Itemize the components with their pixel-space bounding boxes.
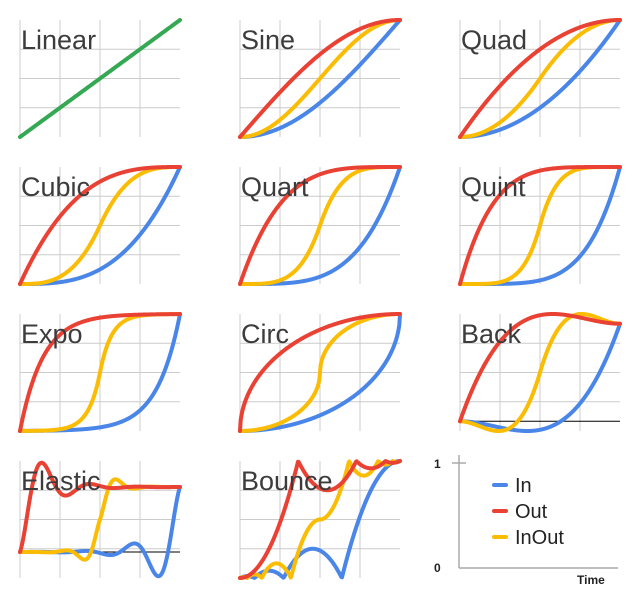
- series-line-inout: [458, 311, 622, 434]
- series-line-in: [238, 18, 402, 139]
- panel-sine: Sine: [238, 18, 402, 139]
- grid: [459, 314, 620, 431]
- panel-title: Cubic: [21, 172, 90, 202]
- panel-quad: Quad: [458, 18, 622, 139]
- series-line-inout: [238, 18, 402, 139]
- panel-linear: Linear: [18, 18, 182, 139]
- panel-title: Elastic: [21, 466, 101, 496]
- panel-bounce: Bounce: [238, 459, 402, 580]
- panel-title: Back: [461, 319, 522, 349]
- legend-label-inout: InOut: [515, 527, 564, 549]
- panel-title: Bounce: [241, 466, 333, 496]
- y-tick-label: 1: [434, 457, 441, 471]
- series-line-linear: [18, 18, 182, 139]
- series-line-out: [238, 165, 402, 286]
- panel-title: Linear: [21, 25, 96, 55]
- panel-title: Circ: [241, 319, 289, 349]
- panel-expo: Expo: [18, 312, 182, 433]
- series-line-out: [18, 460, 182, 554]
- panel-quint: Quint: [458, 165, 622, 286]
- panel-cubic: Cubic: [18, 165, 182, 286]
- panel-title: Quad: [461, 25, 527, 55]
- series-line-out: [458, 165, 622, 286]
- panel-back: Back: [458, 311, 622, 434]
- series-line-out: [458, 312, 622, 424]
- series-line-out: [18, 165, 182, 286]
- series-line-out: [458, 18, 622, 139]
- legend-label-out: Out: [515, 501, 548, 523]
- panel-quart: Quart: [238, 165, 402, 286]
- legend-label-in: In: [515, 475, 532, 497]
- y-tick-label: 0: [434, 561, 441, 575]
- series-line-in: [458, 321, 622, 433]
- series-line-out: [238, 312, 402, 433]
- series-line-out: [238, 459, 402, 580]
- series-line-inout: [458, 18, 622, 139]
- x-axis-label: Time: [577, 573, 605, 587]
- panel-elastic: Elastic: [18, 460, 182, 579]
- series-line-out: [18, 312, 182, 433]
- panel-circ: Circ: [238, 312, 402, 433]
- panel-title: Sine: [241, 25, 295, 55]
- panel-title: Quint: [461, 172, 526, 202]
- series-line-out: [238, 18, 402, 139]
- panel-title: Expo: [21, 319, 83, 349]
- series-line-in: [458, 18, 622, 139]
- panel-title: Quart: [241, 172, 309, 202]
